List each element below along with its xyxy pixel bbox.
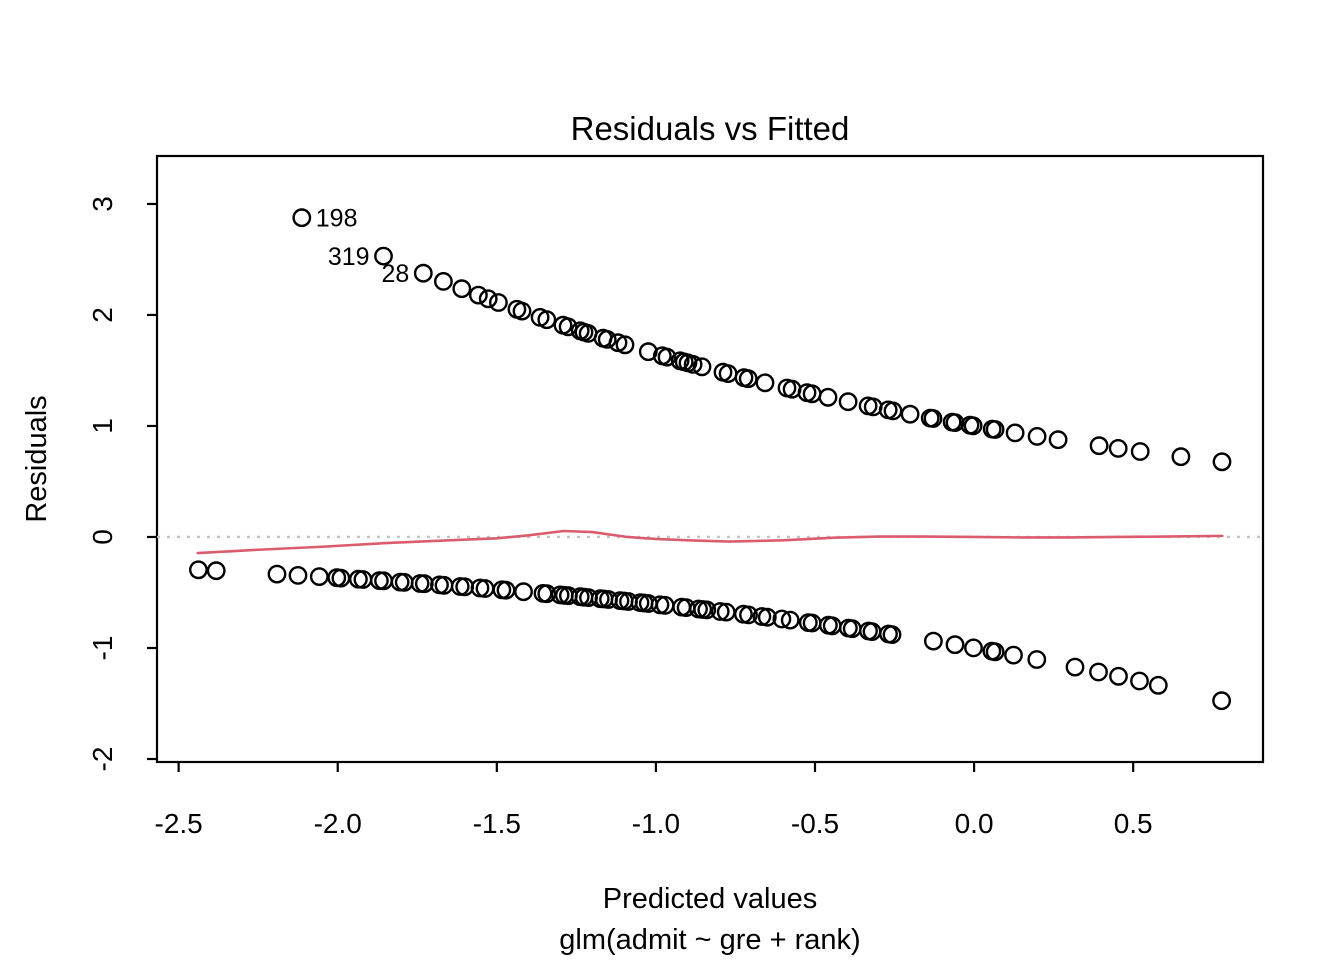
data-point-positive-residuals: [683, 354, 703, 374]
point-label-319: 319: [328, 243, 370, 271]
data-point-negative-residuals: [1004, 645, 1023, 665]
data-point-positive-residuals: [597, 329, 617, 349]
data-point-positive-residuals: [738, 369, 758, 389]
data-point-positive-residuals: [923, 409, 943, 428]
data-point-negative-residuals: [1027, 650, 1047, 669]
data-point-positive-residuals: [1108, 438, 1128, 458]
data-point-negative-residuals: [1109, 666, 1128, 686]
smoother-line: [196, 529, 1224, 555]
y-axis-label: Residuals: [21, 395, 53, 522]
plot-box: [155, 154, 1265, 764]
data-point-negative-residuals: [780, 610, 800, 630]
y-tick-label: 1: [87, 418, 118, 434]
point-label-28: 28: [382, 260, 410, 288]
data-point-negative-residuals: [1130, 671, 1149, 691]
data-point-positive-residuals: [1027, 426, 1047, 446]
data-point-positive-residuals: [1005, 423, 1025, 443]
data-point-positive-residuals: [452, 279, 472, 299]
data-point-negative-residuals: [309, 567, 329, 586]
data-point-positive-residuals: [883, 401, 903, 421]
x-tick-label: -1.0: [632, 808, 680, 839]
data-point-positive-residuals: [512, 301, 532, 321]
y-tick-label: 3: [87, 196, 118, 212]
y-tick-label: -1: [87, 636, 118, 661]
data-point-positive-residuals: [692, 357, 712, 377]
data-point-positive-residuals: [755, 373, 775, 393]
data-point-positive-residuals: [292, 208, 312, 228]
data-point-negative-residuals: [739, 605, 758, 625]
data-point-negative-residuals: [757, 607, 777, 627]
data-point-positive-residuals: [478, 289, 498, 309]
data-point-positive-residuals: [615, 335, 635, 355]
data-point-negative-residuals: [964, 638, 983, 658]
data-point-negative-residuals: [772, 609, 792, 629]
data-point-positive-residuals: [488, 293, 508, 312]
data-point-positive-residuals: [537, 310, 557, 330]
data-point-negative-residuals: [710, 602, 730, 621]
y-tick-label: 0: [87, 529, 118, 545]
x-tick-label: 0.0: [955, 808, 994, 839]
data-point-positive-residuals: [1130, 442, 1150, 461]
data-point-positive-residuals: [413, 263, 433, 283]
data-point-positive-residuals: [1171, 447, 1191, 467]
data-point-positive-residuals: [1212, 452, 1232, 472]
data-point-positive-residuals: [838, 392, 858, 412]
plot-content: -2.5 -2.0 -1.5 -1.0 -0.5 0.0 0.5 -2 -1 0 1 2 3 198 319…: [87, 196, 1263, 839]
data-point-negative-residuals: [267, 564, 287, 584]
x-tick-label: -2.0: [314, 808, 362, 839]
data-point-negative-residuals: [985, 642, 1005, 662]
x-axis-label: Predicted values: [603, 883, 817, 915]
data-point-positive-residuals: [433, 271, 453, 291]
point-label-198: 198: [316, 205, 358, 233]
data-point-positive-residuals: [985, 420, 1005, 439]
data-point-positive-residuals: [818, 387, 838, 407]
data-point-positive-residuals: [374, 246, 393, 266]
data-point-positive-residuals: [1089, 436, 1109, 456]
data-point-negative-residuals: [496, 580, 516, 600]
data-point-negative-residuals: [288, 566, 308, 585]
data-point-negative-residuals: [1148, 675, 1168, 695]
x-tick-label: -2.5: [155, 808, 203, 839]
data-point-negative-residuals: [1089, 662, 1108, 682]
data-point-positive-residuals: [1048, 430, 1068, 450]
data-point-negative-residuals: [514, 582, 533, 602]
data-point-negative-residuals: [882, 625, 902, 644]
data-point-positive-residuals: [657, 347, 677, 367]
y-tick-label: 2: [87, 307, 118, 323]
data-point-negative-residuals: [697, 600, 717, 620]
data-point-negative-residuals: [1065, 657, 1085, 677]
data-point-negative-residuals: [1212, 691, 1232, 711]
chart-title: Residuals vs Fitted: [571, 110, 850, 147]
y-tick-label: -2: [87, 747, 118, 772]
x-tick-label: -0.5: [791, 808, 839, 839]
data-point-negative-residuals: [188, 560, 208, 580]
x-tick-label: 0.5: [1114, 808, 1153, 839]
data-point-negative-residuals: [206, 561, 226, 581]
data-point-negative-residuals: [945, 635, 965, 655]
data-point-negative-residuals: [537, 584, 557, 604]
data-point-positive-residuals: [468, 285, 488, 305]
data-point-negative-residuals: [924, 631, 943, 651]
x-axis-sublabel: glm(admit ~ gre + rank): [559, 924, 860, 956]
x-tick-label: -1.5: [473, 808, 521, 839]
data-point-positive-residuals: [900, 404, 920, 424]
data-point-positive-residuals: [963, 416, 983, 436]
